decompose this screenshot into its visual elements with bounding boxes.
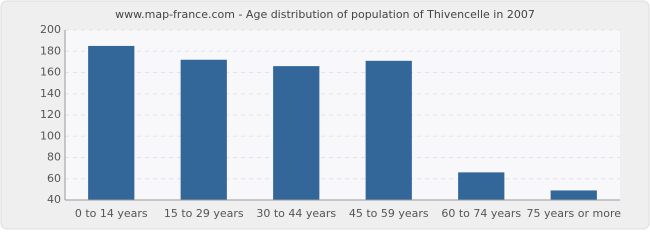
bar	[365, 60, 412, 200]
plot-area	[65, 30, 620, 200]
x-tick-label: 15 to 29 years	[164, 207, 244, 220]
y-tick-label: 120	[40, 108, 61, 121]
y-tick-label: 100	[40, 129, 61, 142]
chart-title: www.map-france.com - Age distribution of…	[115, 8, 535, 21]
y-tick-label: 80	[47, 151, 61, 164]
x-tick-label: 45 to 59 years	[349, 207, 429, 220]
y-tick-label: 40	[47, 193, 61, 206]
y-tick-label: 60	[47, 172, 61, 185]
x-tick-label: 30 to 44 years	[256, 207, 336, 220]
bar	[180, 59, 227, 200]
x-tick-label: 75 years or more	[526, 207, 621, 220]
bar	[458, 172, 505, 200]
x-tick-label: 60 to 74 years	[441, 207, 521, 220]
chart: www.map-france.com - Age distribution of…	[0, 0, 650, 230]
bar	[88, 45, 135, 200]
bar	[550, 190, 597, 200]
y-tick-label: 200	[40, 23, 61, 36]
y-tick-label: 160	[40, 66, 61, 79]
y-tick-label: 140	[40, 87, 61, 100]
y-tick-label: 180	[40, 44, 61, 57]
bar	[273, 66, 320, 200]
x-tick-label: 0 to 14 years	[75, 207, 148, 220]
